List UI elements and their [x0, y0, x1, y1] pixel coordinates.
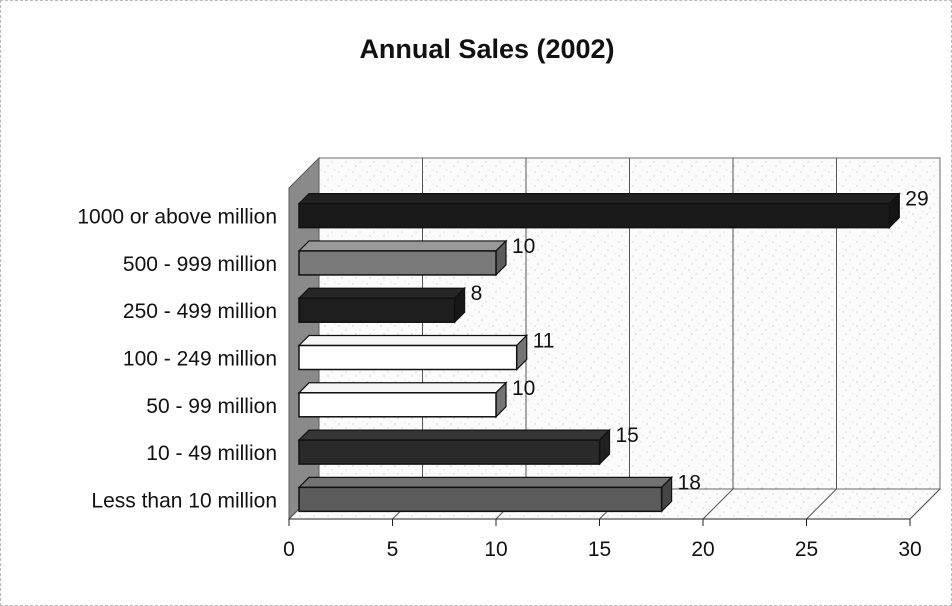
bar-top-face	[297, 334, 529, 347]
data-label: 10	[512, 377, 535, 400]
x-tick-label: 15	[588, 538, 611, 561]
bar-top-face	[297, 287, 467, 299]
chart-title: Annual Sales (2002)	[359, 34, 614, 64]
bar	[297, 192, 901, 230]
bar	[297, 286, 467, 324]
category-label: 10 - 49 million	[146, 442, 277, 465]
x-tick-label: 30	[898, 538, 921, 561]
bar	[297, 381, 508, 419]
bar-front-face	[298, 297, 456, 323]
bar	[297, 428, 611, 466]
data-label: 8	[471, 282, 483, 305]
bar-front-face	[298, 392, 497, 418]
bar-front-face	[298, 486, 663, 513]
x-tick-label: 20	[691, 538, 714, 561]
bar-front-face	[298, 250, 497, 276]
data-label: 10	[512, 235, 535, 258]
bar-top-face	[297, 429, 611, 441]
category-label: 500 - 999 million	[123, 253, 277, 276]
bar-front-face	[298, 202, 891, 229]
bar	[297, 239, 508, 277]
category-label: Less than 10 million	[91, 489, 277, 512]
plot-area: 0 5 10 15 20 25 30 1000 or above million 29 500 -…	[77, 156, 942, 561]
data-label: 15	[616, 424, 639, 447]
category-label: 50 - 99 million	[146, 395, 277, 418]
bar	[297, 334, 529, 371]
data-label: 11	[533, 330, 555, 353]
floor-gridline	[806, 488, 837, 520]
floor-gridline	[702, 488, 734, 520]
bar-top-face	[297, 476, 674, 488]
category-label: 250 - 499 million	[123, 300, 277, 323]
data-label: 18	[678, 471, 701, 494]
category-label: 100 - 249 million	[123, 348, 277, 371]
x-tick-label: 25	[795, 538, 818, 561]
x-tick-label: 0	[283, 538, 295, 561]
x-tick-label: 10	[484, 538, 507, 561]
category-label: 1000 or above million	[77, 206, 277, 229]
bar-top-face	[297, 240, 508, 252]
floor-gridline	[909, 488, 941, 520]
bar-front-face	[298, 439, 601, 465]
bar-top-face	[297, 382, 508, 394]
bar-front-face	[298, 344, 518, 371]
data-label: 29	[905, 188, 928, 211]
bar-top-face	[297, 193, 901, 205]
x-tick-label: 5	[387, 538, 399, 561]
bar	[297, 475, 674, 513]
